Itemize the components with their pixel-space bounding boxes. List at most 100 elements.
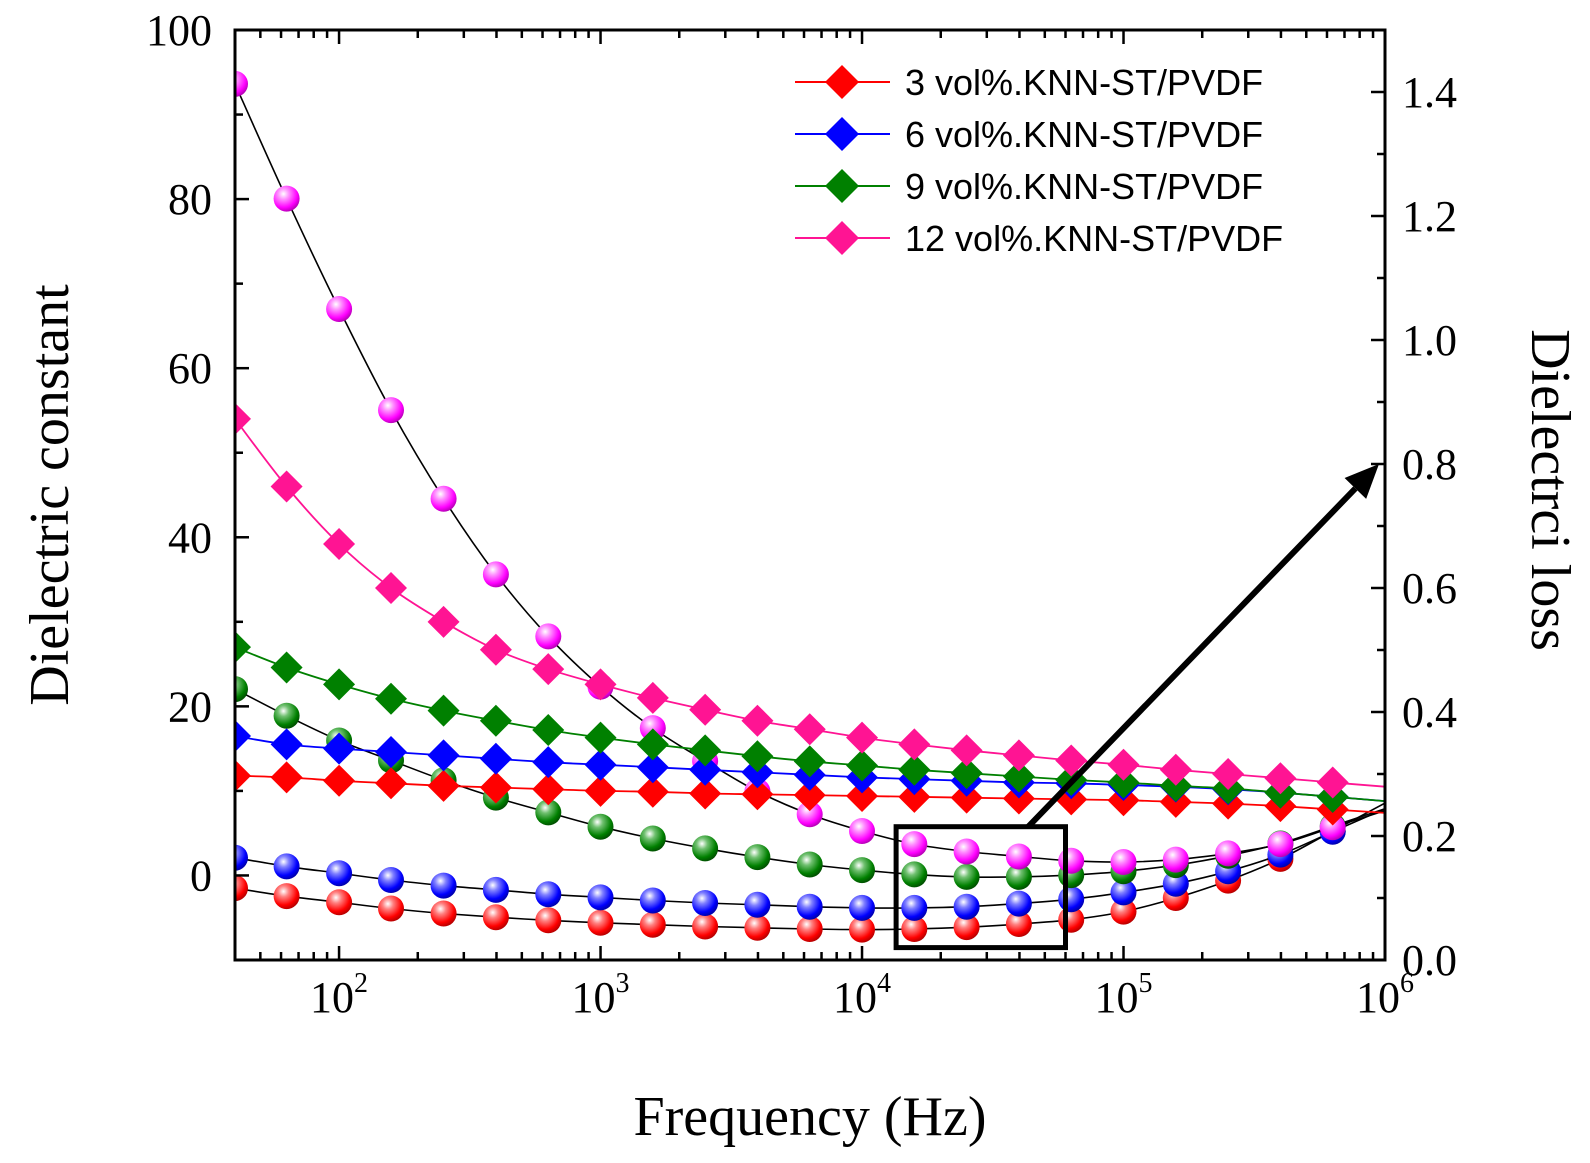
data-point-diamond [323,764,356,797]
data-point-diamond [584,668,617,701]
data-point-sphere [482,904,509,931]
data-point-diamond [270,761,303,794]
y-left-tick-label: 100 [146,6,212,55]
data-point-diamond [898,753,931,786]
data-point-diamond [741,704,774,737]
data-point-sphere [1110,898,1137,925]
x-tick-label: 105 [1095,968,1153,1022]
data-point-sphere [901,916,928,942]
data-point-sphere [378,867,404,893]
series-9-vol-knn-st-pvdf [235,631,1385,813]
data-point-diamond [323,668,356,701]
series-12-vol-loss [235,70,1385,875]
data-point-diamond [1212,758,1245,790]
data-point-sphere [901,831,928,858]
series-layer [235,70,1385,943]
data-point-diamond [479,633,512,666]
data-point-diamond [235,631,251,664]
data-point-diamond [636,681,669,714]
data-point-sphere [587,884,614,911]
legend-marker-diamond [825,169,859,203]
data-point-sphere [1058,886,1085,913]
data-point-diamond [323,528,356,561]
y-right-tick-label: 0.4 [1402,688,1457,737]
data-point-sphere [587,813,614,840]
data-point-diamond [1107,766,1140,799]
data-point-sphere [273,702,300,729]
data-point-diamond [532,773,565,806]
data-point-diamond [950,757,983,790]
data-point-sphere [482,561,509,588]
data-point-diamond [532,746,565,779]
data-point-diamond [1107,748,1140,781]
data-point-sphere [692,835,719,862]
data-point-diamond [532,714,565,747]
x-tick-label: 103 [572,968,630,1022]
data-point-sphere [639,911,666,938]
x-tick-label: 106 [1356,968,1414,1022]
data-point-diamond [793,745,826,778]
data-point-diamond [270,651,303,684]
legend-label: 9 vol%.KNN-ST/PVDF [905,166,1263,207]
data-point-sphere [953,893,980,920]
data-point-diamond [636,775,669,808]
data-point-sphere [235,844,248,871]
data-point-diamond [950,781,983,814]
data-point-sphere [1319,814,1346,841]
data-point-sphere [796,916,823,942]
data-point-diamond [323,732,356,765]
x-axis-title: Frequency (Hz) [634,1086,987,1148]
data-point-sphere [1110,849,1137,875]
data-point-sphere [796,801,823,828]
data-point-sphere [235,70,248,97]
data-point-diamond [375,767,408,800]
data-point-diamond [479,704,512,737]
y-left-tick-label: 80 [168,175,212,224]
data-point-diamond [1264,762,1297,795]
data-point-diamond [427,739,460,772]
data-point-diamond [793,779,826,812]
data-point-sphere [901,861,928,888]
data-point-diamond [950,734,983,767]
legend-item: 9 vol%.KNN-ST/PVDF [795,166,1263,207]
data-point-sphere [639,715,666,742]
legend-marker-diamond [825,65,859,99]
data-point-sphere [587,909,614,936]
data-point-diamond [689,734,722,767]
data-point-diamond [235,402,251,435]
data-point-sphere [744,914,771,941]
data-point-diamond [584,748,617,781]
data-point-sphere [796,851,823,878]
data-point-diamond [898,728,931,761]
annotation-arrow [1026,486,1358,829]
data-point-diamond [689,753,722,786]
plot-frame [233,28,1387,962]
data-point-diamond [270,470,303,503]
data-point-diamond [1316,766,1349,799]
data-point-diamond [479,771,512,804]
data-point-diamond [375,572,408,604]
y-right-tick-label: 0.2 [1402,812,1457,861]
data-point-sphere [849,818,875,844]
legend-item: 6 vol%.KNN-ST/PVDF [795,114,1263,155]
data-point-sphere [326,860,353,887]
data-point-diamond [741,740,774,773]
data-point-sphere [953,838,980,865]
data-point-diamond [898,780,931,813]
data-point-diamond [741,778,774,811]
data-point-diamond [375,736,408,769]
data-point-sphere [378,397,404,424]
y-right-tick-label: 1.0 [1402,316,1457,365]
y-right-tick-label: 1.4 [1402,68,1457,117]
data-point-sphere [953,914,980,941]
data-point-sphere [1058,847,1085,874]
data-point-sphere [901,894,928,921]
data-point-sphere [744,891,771,918]
data-point-sphere [430,485,457,512]
data-point-sphere [1005,911,1032,937]
data-point-sphere [535,907,562,934]
data-point-diamond [270,728,303,761]
x-tick-label: 104 [833,968,891,1022]
data-point-sphere [535,881,562,908]
data-point-diamond [846,779,879,812]
